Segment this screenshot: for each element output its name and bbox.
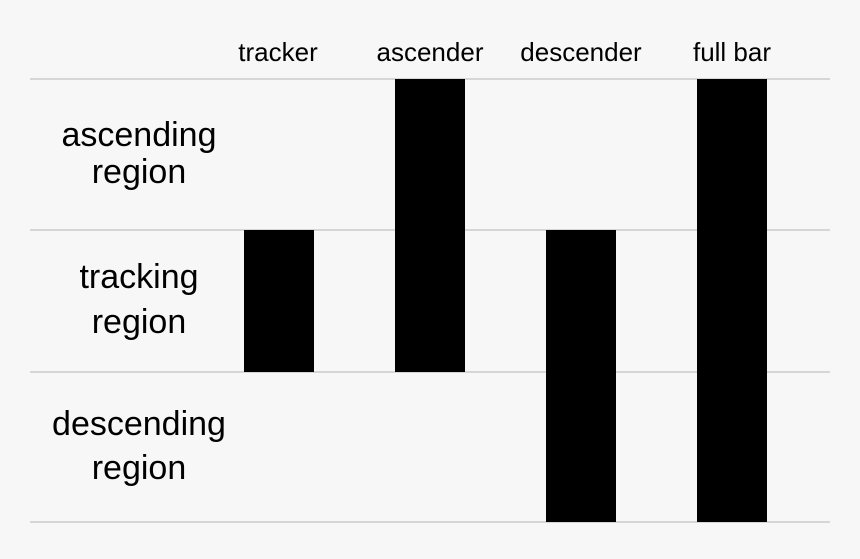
row-label: descending bbox=[52, 405, 226, 443]
column-label: tracker bbox=[238, 37, 318, 67]
ascender-bar bbox=[395, 79, 465, 372]
row-label: region bbox=[92, 303, 187, 341]
row-label: region bbox=[92, 449, 187, 487]
column-label: ascender bbox=[377, 37, 484, 67]
descender-bar bbox=[546, 230, 616, 522]
column-label: full bar bbox=[693, 37, 771, 67]
row-label: tracking bbox=[79, 258, 198, 296]
column-label: descender bbox=[520, 37, 642, 67]
full-bar bbox=[697, 79, 767, 522]
tracker-bar bbox=[244, 230, 314, 372]
row-label: region bbox=[92, 153, 187, 191]
row-label: ascending bbox=[61, 116, 216, 154]
